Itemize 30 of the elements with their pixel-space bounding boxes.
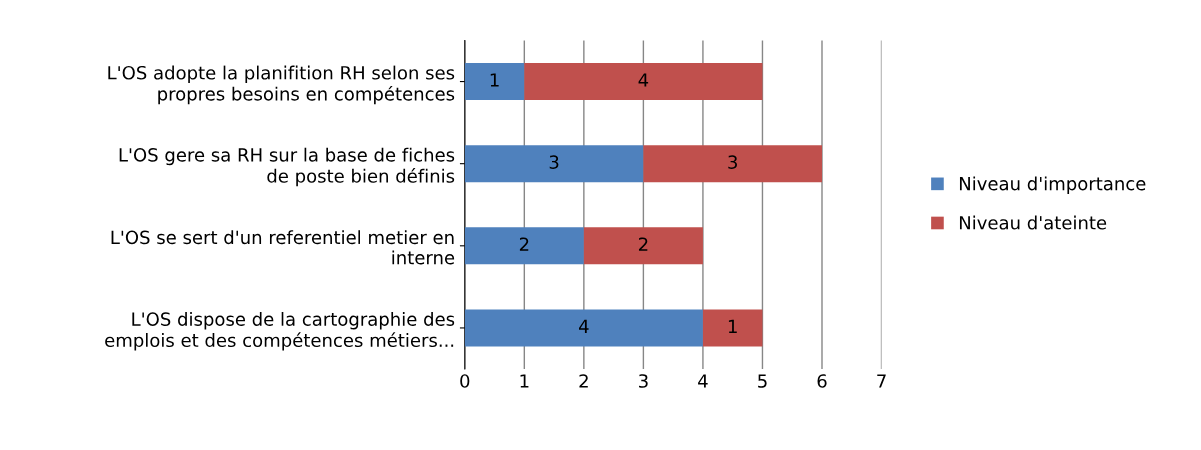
x-tick-label: 4: [698, 374, 708, 388]
data-label: 2: [638, 237, 648, 251]
bar: [702, 309, 763, 347]
x-tick-label: 1: [520, 374, 529, 388]
data-label: 4: [579, 319, 589, 333]
data-label: 3: [549, 155, 559, 169]
bar: [464, 145, 644, 183]
x-tick-label: 6: [817, 374, 827, 388]
data-label: 3: [728, 155, 737, 169]
x-tick-label: 5: [758, 374, 767, 388]
x-tick-label: 7: [877, 374, 886, 388]
bar: [464, 227, 584, 265]
bar: [583, 227, 703, 265]
data-label: 2: [519, 237, 529, 251]
legend-label: Niveau d'importance: [959, 176, 1146, 194]
data-label: 1: [728, 319, 737, 333]
y-tick-label: L'OS adopte la planifition RH selon ses propres besoins en compétences: [108, 65, 455, 105]
bar: [643, 145, 822, 183]
data-label: 4: [638, 73, 649, 87]
y-tick-label: L'OS dispose de la cartographie des emplois et des compétences métiers...: [105, 311, 455, 351]
x-tick-label: 2: [579, 374, 588, 388]
bar: [524, 63, 763, 101]
bar: [464, 63, 525, 101]
y-tick-label: L'OS se sert d'un referentiel metier en interne: [111, 230, 455, 265]
x-tick-label: 3: [639, 374, 648, 388]
legend-label: Niveau d'ateinte: [959, 215, 1107, 230]
x-tick-label: 0: [460, 374, 470, 388]
y-tick-label: L'OS gere sa RH sur la base de fiches de poste bien définis: [119, 147, 455, 187]
data-label: 1: [490, 73, 499, 87]
bar: [464, 309, 703, 347]
